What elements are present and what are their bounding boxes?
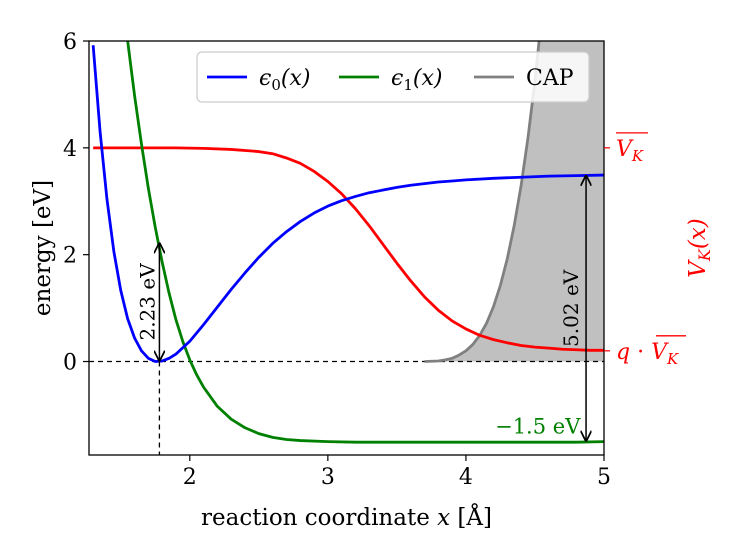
epsilon1-curve bbox=[126, 41, 604, 444]
plot-frame bbox=[88, 40, 605, 456]
right-tick-q: q bbox=[616, 340, 630, 365]
right-tick-v: V bbox=[651, 340, 669, 365]
cap-curve bbox=[424, 41, 541, 363]
legend-entry: CAP bbox=[526, 66, 574, 91]
legend: ϵ0(x) ϵ1(x) CAP bbox=[196, 51, 590, 103]
gap-5-02-label: 5.02 eV bbox=[559, 269, 583, 347]
right-tick-label: q · VK bbox=[616, 335, 686, 368]
right-axis-label: VK(x) bbox=[685, 218, 714, 278]
asymptote-label: −1.5 eV bbox=[495, 415, 581, 439]
right-tick-label: VK bbox=[616, 132, 648, 165]
plot-area bbox=[89, 41, 604, 444]
legend-argument: (x) bbox=[413, 66, 443, 91]
x-axis-label-variable: x bbox=[437, 505, 450, 531]
right-axis-label-arg: (x) bbox=[685, 218, 711, 249]
right-tick-dot: · bbox=[630, 340, 651, 365]
right-tick-text: q · VK bbox=[616, 340, 679, 368]
epsilon0-curve bbox=[91, 45, 604, 363]
gap-2-23-label: 2.23 eV bbox=[135, 263, 159, 341]
cap-fill-area bbox=[424, 41, 604, 362]
right-tick-sub: K bbox=[666, 350, 679, 368]
x-tick-label: 5 bbox=[597, 465, 611, 490]
legend-subscript: 1 bbox=[403, 76, 413, 94]
right-axis-label-v: V bbox=[685, 259, 711, 278]
y-tick-label: 4 bbox=[63, 137, 77, 162]
legend-argument: (x) bbox=[281, 66, 311, 91]
x-tick-label: 2 bbox=[183, 465, 197, 490]
legend-entry: ϵ1(x) bbox=[391, 66, 442, 94]
right-tick-v: V bbox=[616, 137, 634, 162]
x-axis-label-unit: [Å] bbox=[450, 503, 492, 531]
legend-box bbox=[196, 51, 590, 103]
legend-entry: ϵ0(x) bbox=[259, 66, 310, 94]
vk-curve bbox=[93, 146, 604, 352]
x-tick-label: 3 bbox=[321, 465, 335, 490]
x-axis-label-part: reaction coordinate bbox=[201, 505, 437, 531]
right-tick-text: VK bbox=[616, 137, 644, 165]
right-axis-label-sub: K bbox=[695, 248, 714, 262]
y-tick-label: 6 bbox=[63, 30, 77, 55]
x-tick-label: 4 bbox=[459, 465, 473, 490]
x-axis-label: reaction coordinate x [Å] bbox=[201, 503, 492, 531]
legend-symbol: ϵ bbox=[259, 66, 271, 91]
y-tick-label: 0 bbox=[63, 351, 77, 376]
right-tick-sub: K bbox=[631, 147, 644, 165]
y-axis-label: energy [eV] bbox=[30, 180, 56, 316]
legend-symbol: ϵ bbox=[391, 66, 403, 91]
legend-subscript: 0 bbox=[271, 76, 281, 94]
y-tick-label: 2 bbox=[63, 244, 77, 269]
